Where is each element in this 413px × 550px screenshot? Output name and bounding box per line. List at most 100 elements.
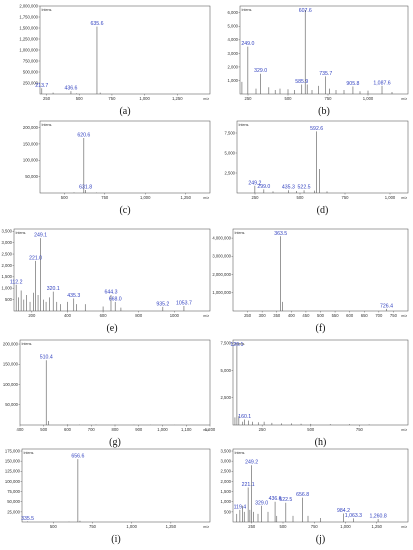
y-tick-label: 125,000 (5, 469, 21, 474)
x-tick-label: 600 (100, 313, 108, 318)
peak-label: 436.6 (269, 496, 282, 502)
panel-label: (h) (315, 437, 327, 448)
y-tick-label: 1,500 (2, 274, 13, 279)
y-tick-label: 2,000 (221, 479, 232, 484)
x-tick-label: 1,100 (181, 427, 192, 432)
x-tick-label: 800 (135, 313, 143, 318)
plot-frame (232, 448, 409, 523)
y-tick-label: 1,750,000 (19, 14, 38, 19)
y-tick-label: 1,500,000 (19, 25, 38, 30)
y-tick-label: 5,000 (221, 368, 232, 373)
peak-label: 112.2 (10, 279, 23, 285)
peak-label: 119.4 (234, 504, 247, 510)
plot-frame (19, 339, 211, 426)
x-tick-label: 900 (135, 427, 143, 432)
x-tick-label: 250 (43, 96, 51, 101)
x-tick-label: 1,000 (126, 524, 137, 529)
x-tick-label: 300 (259, 313, 267, 318)
x-tick-label: 1,200 (205, 427, 216, 432)
y-tick-label: 4,000,000 (212, 236, 231, 241)
y-tick-label: 2,000,000 (19, 3, 38, 8)
x-tick-label: 450 (302, 313, 310, 318)
panel-label: (e) (106, 323, 117, 334)
y-tick-label: 2,500 (221, 469, 232, 474)
y-axis-label: Intens. (22, 342, 33, 346)
x-tick-label: 500 (40, 427, 48, 432)
peak-label: 435.3 (282, 185, 295, 191)
panel-label: (d) (317, 205, 329, 216)
y-tick-label: 250,000 (23, 80, 39, 85)
y-tick-label: 1,250,000 (19, 36, 38, 41)
spectrum-panel-a: Intens. m/z 250,000 500,000 750,000 1,000,000… (19, 3, 211, 117)
panel-label: (g) (109, 437, 121, 448)
x-tick-label: 1,250 (372, 524, 383, 529)
spectrum-panel-f: Intens. m/z 1,000,000 2,000,000 3,000,000 4,0… (212, 228, 409, 334)
y-tick-label: 2,500 (225, 170, 236, 175)
y-tick-label: 3,000 (2, 240, 13, 245)
y-tick-label: 25,000 (7, 509, 20, 514)
x-tick-label: 250 (248, 524, 256, 529)
peak-label: 935.2 (156, 301, 169, 307)
x-axis-unit: m/z (203, 97, 209, 101)
peak-label: 221.1 (242, 482, 255, 488)
x-axis-unit: m/z (203, 525, 209, 529)
y-tick-label: 500 (5, 297, 13, 302)
x-axis-unit: m/z (401, 525, 407, 529)
peak-label: 1,260.8 (369, 513, 386, 519)
peak-label: 1,087.6 (373, 80, 390, 86)
y-axis-label: Intens. (42, 123, 53, 127)
x-tick-label: 1,000 (140, 195, 151, 200)
plot-frame (239, 5, 409, 95)
x-tick-label: 750 (108, 96, 116, 101)
x-tick-label: 750 (390, 313, 398, 318)
spectrum-panel-g: Intens. m/z 50,000 100,000 150,000 200,000 400… (3, 339, 216, 448)
y-tick-label: 150,000 (23, 141, 39, 146)
x-tick-label: 500 (50, 524, 58, 529)
x-tick-label: 1,000 (340, 524, 351, 529)
x-tick-label: 1,250 (180, 195, 191, 200)
peak-label: 635.6 (90, 21, 103, 27)
y-tick-label: 3,000 (221, 459, 232, 464)
x-tick-label: 750 (89, 524, 97, 529)
peak-label: 249.2 (248, 180, 261, 186)
peak-label: 249.1 (34, 233, 47, 239)
x-tick-label: 750 (325, 96, 333, 101)
spectrum-panel-h: Intens. m/z 2,500 5,000 7,500 250 500 750 120.1 1… (221, 339, 409, 448)
y-tick-label: 1,000 (221, 499, 232, 504)
y-tick-label: 6,000 (228, 10, 239, 15)
peak-label: 249.0 (241, 41, 254, 47)
peak-label: 984.2 (337, 508, 350, 514)
peak-label: 299.0 (257, 184, 270, 190)
x-axis-unit: m/z (203, 314, 209, 318)
y-tick-label: 100,000 (3, 382, 19, 387)
x-axis-unit: m/z (401, 196, 407, 200)
y-tick-label: 500 (224, 509, 232, 514)
panel-label: (j) (316, 534, 325, 545)
peak-label: 213.7 (35, 83, 48, 89)
y-tick-label: 1,000 (2, 286, 13, 291)
y-tick-label: 5,000 (228, 24, 239, 29)
x-tick-label: 1000 (170, 313, 180, 318)
x-tick-label: 1,000 (385, 195, 396, 200)
x-tick-label: 500 (76, 96, 84, 101)
panel-label: (a) (119, 106, 130, 117)
peak-label: 221.0 (29, 255, 42, 261)
plot-frame (21, 448, 211, 523)
plot-frame (39, 120, 211, 194)
x-tick-label: 600 (64, 427, 72, 432)
y-tick-label: 1,500 (221, 489, 232, 494)
y-tick-label: 150,000 (3, 362, 19, 367)
x-tick-label: 750 (342, 195, 350, 200)
y-tick-label: 4,000 (228, 37, 239, 42)
peak-label: 120.1 (230, 342, 243, 348)
peak-label: 905.8 (346, 81, 359, 87)
y-axis-label: Intens. (16, 231, 27, 235)
x-tick-label: 250 (252, 195, 260, 200)
x-tick-label: 500 (307, 427, 315, 432)
peak-label: 668.0 (109, 296, 122, 302)
spectrum-panel-d: Intens. m/z 2,500 5,000 7,500 250 500 750 1,000 2… (225, 120, 409, 216)
y-tick-label: 1,000 (228, 78, 239, 83)
peak-label: 656.8 (296, 492, 309, 498)
y-tick-label: 100,000 (5, 479, 21, 484)
spectrum-panel-e: Intens. m/z 500 1,000 1,500 2,000 2,500 3,000 3,… (2, 229, 211, 334)
